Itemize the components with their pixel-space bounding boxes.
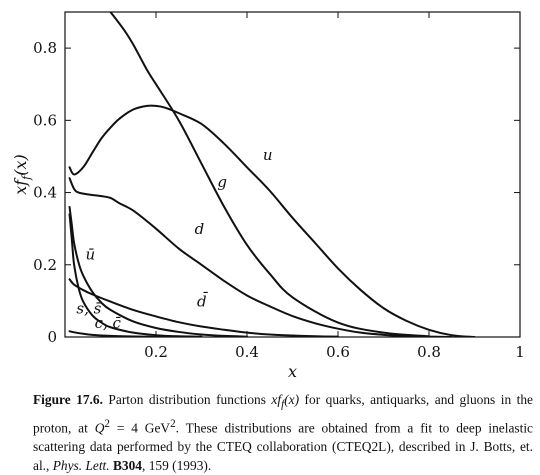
x-axis-label: x <box>288 362 297 381</box>
caption-math-1: xf <box>271 392 282 407</box>
series-label: g <box>217 173 227 191</box>
series-line-d <box>68 177 453 337</box>
x-tick-label: 0.6 <box>326 343 350 361</box>
series-line-cc <box>68 330 180 337</box>
x-tick-label: 0.2 <box>144 343 168 361</box>
series-label: s, s̄ <box>76 300 101 318</box>
series-label: d <box>195 220 205 238</box>
y-axis-label: xff(x) <box>11 154 33 195</box>
series-line-g <box>109 12 430 337</box>
figure-caption: Figure 17.6. Parton distribution functio… <box>33 390 533 475</box>
caption-journal: Phys. Lett. <box>52 458 110 474</box>
series-label: ū <box>85 245 95 263</box>
caption-figure-label: Figure 17.6. <box>33 392 103 407</box>
y-tick-label: 0.6 <box>33 111 57 129</box>
x-tick-label: 1 <box>515 343 525 361</box>
series-line-u <box>68 206 248 337</box>
series-label: c, c̄ <box>95 314 122 332</box>
plot-frame <box>64 11 521 338</box>
caption-text-2: for quarks, antiquarks, and gluons in th… <box>33 392 533 436</box>
y-tick-label: 0 <box>47 328 57 346</box>
caption-text-1: Parton distribution functions <box>102 392 272 407</box>
caption-math-2-sup: 2 <box>104 417 110 430</box>
y-tick-label: 0.2 <box>33 256 57 274</box>
caption-volume: B304 <box>112 458 143 474</box>
series-labels: u g d ū d̄ s, s̄c, c̄ <box>76 146 272 332</box>
series-curves <box>68 12 476 337</box>
series-line-u <box>68 104 476 337</box>
caption-math-1-sub: f <box>281 398 285 411</box>
caption-math-2-tail: = 4 GeV <box>109 420 171 436</box>
series-label: u <box>263 146 273 164</box>
caption-math-2-sup2: 2 <box>170 417 176 430</box>
caption-text-4: , 159 (1993). <box>142 458 212 474</box>
series-line-d <box>68 278 339 337</box>
x-tick-label: 0.4 <box>235 343 259 361</box>
y-tick-label: 0.8 <box>33 39 57 57</box>
caption-math-2: Q <box>94 420 105 436</box>
caption-math-1-tail: (x) <box>284 392 300 407</box>
series-label: d̄ <box>197 292 208 310</box>
series-line-ss <box>68 213 203 337</box>
x-tick-label: 0.8 <box>417 343 441 361</box>
axes: 0.2 0.4 0.6 0.8 1 0 0.2 0.4 0.6 0.8 x xff(x) <box>11 11 525 381</box>
caption-text-3: . These distributions are obtained from … <box>33 420 534 474</box>
y-tick-label: 0.4 <box>33 184 57 202</box>
